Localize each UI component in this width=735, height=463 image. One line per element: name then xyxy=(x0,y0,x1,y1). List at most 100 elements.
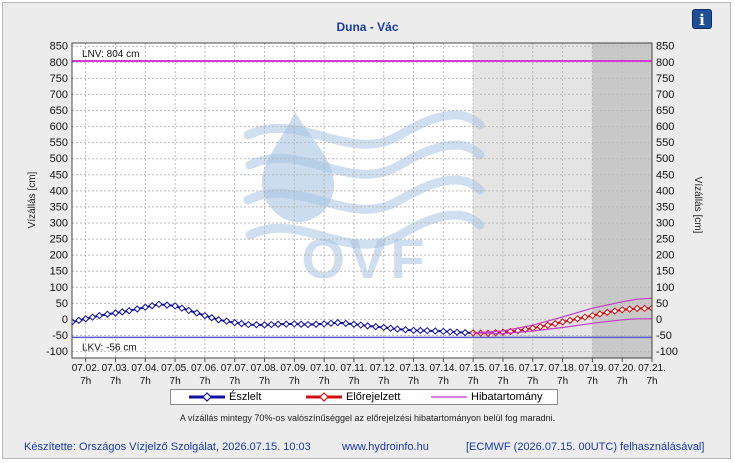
y-tick-label-right: 600 xyxy=(656,121,674,133)
x-tick-date: 07.09. xyxy=(280,363,308,374)
series-marker-0 xyxy=(141,303,149,311)
info-icon[interactable]: i xyxy=(692,9,712,29)
y-tick-label-right: 400 xyxy=(656,185,674,197)
y-tick-label-right: 750 xyxy=(656,73,674,85)
series-marker-0 xyxy=(125,307,133,315)
watermark-wave-1 xyxy=(243,110,485,149)
series-marker-1 xyxy=(551,319,559,328)
error-band-lower xyxy=(473,318,652,335)
x-tick-date: 07.10. xyxy=(310,363,338,374)
series-marker-0 xyxy=(431,327,439,335)
series-marker-0 xyxy=(409,326,418,335)
x-tick-hour: 7h xyxy=(289,376,300,387)
x-tick-hour: 7h xyxy=(348,376,359,387)
y-tick-label-left: 750 xyxy=(50,73,68,85)
series-marker-0 xyxy=(357,321,365,329)
series-marker-0 xyxy=(393,325,402,333)
y-tick-label-left: 600 xyxy=(50,121,68,133)
y-tick-label-right: 450 xyxy=(656,169,674,181)
x-tick-date: 07.17. xyxy=(519,363,547,374)
legend-observed-swatch xyxy=(189,392,225,402)
y-tick-label-right: 200 xyxy=(656,250,674,262)
series-marker-0 xyxy=(423,326,431,335)
series-marker-0 xyxy=(230,318,239,327)
legend-item-error-band: Hibatartomány xyxy=(431,391,543,403)
series-marker-0 xyxy=(260,321,269,329)
series-marker-1 xyxy=(618,306,626,314)
y-tick-label-left: 0 xyxy=(62,314,68,326)
series-marker-0 xyxy=(461,328,469,337)
legend-error-band-label: Hibatartomány xyxy=(471,391,543,403)
x-tick-hour: 7h xyxy=(587,376,598,387)
y-tick-label-right: 550 xyxy=(656,137,674,149)
y-tick-label-right: 800 xyxy=(656,57,674,69)
series-marker-1 xyxy=(588,311,597,320)
y-tick-label-left: 550 xyxy=(50,137,68,149)
y-tick-label-left: 400 xyxy=(50,185,68,197)
x-tick-date: 07.19. xyxy=(578,363,606,374)
legend-item-forecast: Előrejelzett xyxy=(306,391,400,403)
chart-legend: Észlelt Előrejelzett Hibatartomány xyxy=(170,389,558,405)
series-marker-1 xyxy=(566,316,574,325)
series-marker-1 xyxy=(469,329,477,337)
series-marker-0 xyxy=(111,309,120,317)
x-tick-hour: 7h xyxy=(140,376,151,387)
x-tick-hour: 7h xyxy=(527,376,538,387)
series-marker-0 xyxy=(304,320,312,329)
y-tick-label-left: 300 xyxy=(50,218,68,230)
series-marker-0 xyxy=(416,326,425,335)
y-tick-label-left: 800 xyxy=(50,57,68,69)
watermark-wave-4 xyxy=(245,210,485,249)
y-tick-label-right: 0 xyxy=(656,314,662,326)
y-tick-label-right: -100 xyxy=(656,346,678,358)
chart-title: Duna - Vác xyxy=(336,20,399,34)
footer-website-link[interactable]: www.hydroinfo.hu xyxy=(342,441,429,453)
series-marker-0 xyxy=(380,323,388,332)
series-marker-0 xyxy=(363,322,372,330)
series-marker-0 xyxy=(371,322,380,331)
series-marker-0 xyxy=(267,320,276,329)
x-tick-date: 07.04. xyxy=(131,363,159,374)
y-axis-label-left: Vízállás [cm] xyxy=(27,171,38,228)
x-tick-date: 07.08. xyxy=(251,363,279,374)
y-tick-label-right: 350 xyxy=(656,201,674,213)
series-marker-0 xyxy=(185,306,193,315)
y-tick-label-left: 450 xyxy=(50,169,68,181)
series-marker-1 xyxy=(640,304,649,313)
y-tick-label-left: 850 xyxy=(50,41,68,53)
x-tick-date: 07.12. xyxy=(370,363,398,374)
x-tick-hour: 7h xyxy=(199,376,210,387)
series-marker-1 xyxy=(648,304,652,312)
legend-forecast-swatch xyxy=(306,392,342,402)
series-marker-0 xyxy=(282,320,290,328)
x-tick-hour: 7h xyxy=(259,376,270,387)
series-marker-0 xyxy=(214,316,223,324)
y-tick-label-left: 50 xyxy=(56,298,68,310)
series-marker-0 xyxy=(95,311,104,320)
y-tick-label-left: 100 xyxy=(50,282,68,294)
series-marker-1 xyxy=(633,304,641,313)
lkv-label: LKV: -56 cm xyxy=(82,342,137,353)
series-marker-1 xyxy=(581,313,589,321)
series-marker-0 xyxy=(178,304,186,312)
x-tick-date: 07.07. xyxy=(221,363,249,374)
y-tick-label-right: 300 xyxy=(656,218,674,230)
x-tick-hour: 7h xyxy=(408,376,419,387)
series-marker-0 xyxy=(290,320,299,328)
series-marker-0 xyxy=(88,313,97,321)
x-tick-date: 07.20. xyxy=(608,363,636,374)
ovf-watermark-logo: OVF xyxy=(243,110,485,290)
series-marker-1 xyxy=(521,325,530,334)
series-marker-0 xyxy=(327,319,335,327)
x-tick-hour: 7h xyxy=(646,376,657,387)
lnv-label: LNV: 804 cm xyxy=(82,49,139,60)
y-tick-label-right: 850 xyxy=(656,41,674,53)
y-tick-label-right: 100 xyxy=(656,282,674,294)
x-tick-hour: 7h xyxy=(229,376,240,387)
x-tick-date: 07.13. xyxy=(400,363,428,374)
series-marker-0 xyxy=(222,317,231,325)
series-marker-0 xyxy=(244,320,253,329)
y-tick-label-right: 500 xyxy=(656,153,674,165)
series-marker-0 xyxy=(118,308,127,316)
x-tick-date: 07.02. xyxy=(72,363,100,374)
